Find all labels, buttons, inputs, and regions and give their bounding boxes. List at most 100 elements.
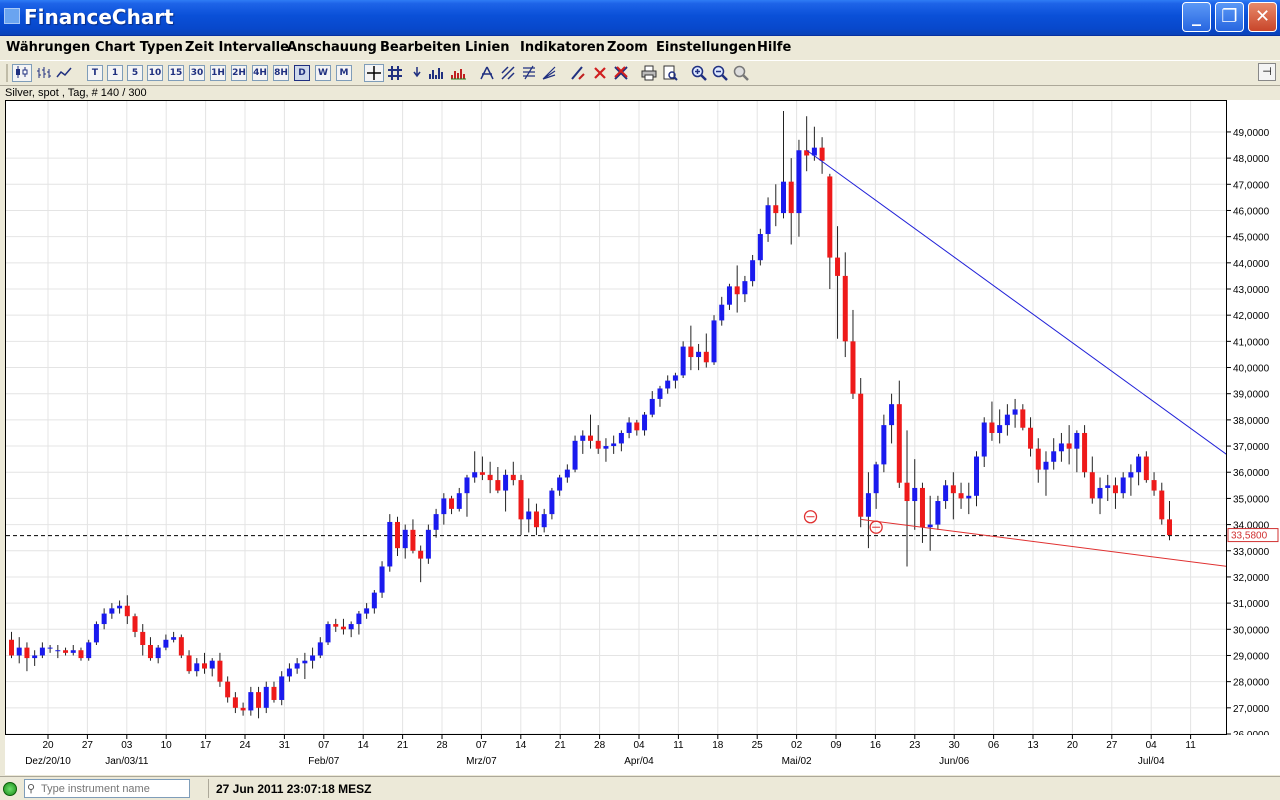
price-tick-label: 32,0000 bbox=[1233, 573, 1270, 584]
zoom-in-icon[interactable] bbox=[691, 65, 707, 81]
menu-indikatoren[interactable]: Indikatoren bbox=[520, 40, 605, 55]
candle-up bbox=[286, 668, 292, 677]
interval-day-button[interactable]: D bbox=[294, 65, 310, 81]
time-month-label: Feb/07 bbox=[308, 756, 340, 767]
time-month-label: Jan/03/11 bbox=[105, 756, 149, 767]
fan-icon[interactable] bbox=[541, 65, 557, 81]
menu-waehrungen[interactable]: Währungen bbox=[6, 40, 91, 55]
candle-down bbox=[395, 521, 400, 549]
candle-down bbox=[950, 485, 956, 494]
candle-up bbox=[719, 304, 725, 321]
candle-down bbox=[533, 511, 539, 528]
candle-down bbox=[449, 498, 455, 509]
candle-down bbox=[225, 681, 231, 698]
price-axis[interactable]: 26,000027,000028,000029,000030,000031,00… bbox=[1227, 100, 1280, 741]
histogram-icon[interactable] bbox=[450, 65, 466, 81]
interval-2h-button[interactable]: 2H bbox=[231, 65, 247, 81]
menu-zeit-intervalle[interactable]: Zeit Intervalle bbox=[185, 40, 289, 55]
close-button[interactable]: ✕ bbox=[1248, 2, 1277, 32]
candle-up bbox=[765, 205, 771, 235]
crosshair-icon[interactable] bbox=[364, 64, 384, 82]
delete-icon[interactable] bbox=[592, 65, 608, 81]
menu-einstellungen[interactable]: Einstellungen bbox=[656, 40, 757, 55]
candle-up bbox=[101, 613, 107, 625]
trendline-icon[interactable] bbox=[479, 65, 495, 81]
price-tick-label: 38,0000 bbox=[1233, 416, 1270, 427]
candle-up bbox=[317, 642, 323, 656]
menu-zoom[interactable]: Zoom bbox=[607, 40, 648, 55]
marker-icon[interactable] bbox=[409, 65, 425, 81]
candle-down bbox=[24, 647, 30, 659]
menu-linien[interactable]: Linien bbox=[465, 40, 510, 55]
time-month-label: Jul/04 bbox=[1138, 756, 1165, 767]
instrument-search[interactable]: ⚲ bbox=[24, 779, 190, 798]
print-icon[interactable] bbox=[641, 65, 657, 81]
bar-chart-icon[interactable] bbox=[36, 65, 52, 81]
candle-up bbox=[943, 485, 949, 502]
menu-chart-typen[interactable]: Chart Typen bbox=[95, 40, 183, 55]
interval-5m-button[interactable]: 5 bbox=[127, 65, 143, 81]
candle-up bbox=[742, 281, 748, 295]
candle-down bbox=[487, 474, 493, 481]
candle-down bbox=[1028, 427, 1034, 449]
print-preview-icon[interactable] bbox=[662, 65, 678, 81]
fibonacci-icon[interactable] bbox=[521, 65, 537, 81]
candle-down bbox=[140, 631, 146, 645]
candle-down bbox=[773, 205, 779, 214]
interval-tick-button[interactable]: T bbox=[87, 65, 103, 81]
edit-line-icon[interactable] bbox=[570, 65, 586, 81]
candle-down bbox=[827, 176, 833, 258]
candle-up bbox=[696, 351, 702, 358]
minimize-button[interactable]: _ bbox=[1182, 2, 1211, 32]
price-chart[interactable] bbox=[5, 100, 1280, 735]
delete-all-icon[interactable] bbox=[613, 65, 629, 81]
menu-anschauung[interactable]: Anschauung bbox=[287, 40, 377, 55]
candle-down bbox=[9, 639, 14, 656]
chart-canvas[interactable] bbox=[6, 101, 1280, 735]
price-tick-label: 28,0000 bbox=[1233, 678, 1270, 689]
interval-month-button[interactable]: M bbox=[336, 65, 352, 81]
volume-icon[interactable] bbox=[428, 65, 444, 81]
interval-10m-button[interactable]: 10 bbox=[147, 65, 163, 81]
zoom-out-icon[interactable] bbox=[712, 65, 728, 81]
candle-up bbox=[441, 498, 447, 515]
time-tick-label: 25 bbox=[752, 740, 764, 751]
candle-up bbox=[572, 440, 578, 470]
interval-1m-button[interactable]: 1 bbox=[107, 65, 123, 81]
candle-down bbox=[835, 257, 841, 276]
candle-down bbox=[240, 707, 246, 711]
candle-up bbox=[865, 493, 871, 517]
menu-hilfe[interactable]: Hilfe bbox=[757, 40, 792, 55]
time-axis[interactable]: 20 27 03 10 17 24 31 07 14 21 28 07 14 21 28 04 11 18 25 02… bbox=[5, 735, 1280, 775]
candle-up bbox=[70, 650, 76, 653]
candle-down bbox=[958, 493, 964, 499]
candle-up bbox=[425, 529, 431, 559]
time-tick-label: 04 bbox=[1146, 740, 1158, 751]
interval-week-button[interactable]: W bbox=[315, 65, 331, 81]
title-bar[interactable]: FinanceChart _ ❐ ✕ bbox=[0, 0, 1280, 36]
time-tick-label: 09 bbox=[830, 740, 842, 751]
candle-up bbox=[642, 414, 648, 431]
line-chart-icon[interactable] bbox=[56, 65, 72, 81]
candle-up bbox=[935, 501, 941, 525]
candle-up bbox=[564, 469, 570, 478]
status-divider bbox=[208, 779, 209, 798]
menu-bearbeiten[interactable]: Bearbeiten bbox=[380, 40, 461, 55]
channel-icon[interactable] bbox=[500, 65, 516, 81]
interval-4h-button[interactable]: 4H bbox=[252, 65, 268, 81]
interval-15m-button[interactable]: 15 bbox=[168, 65, 184, 81]
pin-icon[interactable]: ⊣ bbox=[1258, 63, 1276, 81]
candle-down bbox=[788, 181, 794, 214]
interval-30m-button[interactable]: 30 bbox=[189, 65, 205, 81]
candle-up bbox=[248, 692, 254, 711]
grid-icon[interactable] bbox=[387, 65, 403, 81]
candle-down bbox=[1082, 432, 1088, 473]
instrument-search-input[interactable] bbox=[41, 781, 187, 796]
zoom-reset-icon[interactable] bbox=[733, 65, 749, 81]
candlestick-chart-icon[interactable] bbox=[12, 64, 32, 82]
maximize-button[interactable]: ❐ bbox=[1215, 2, 1244, 32]
interval-1h-button[interactable]: 1H bbox=[210, 65, 226, 81]
trendline bbox=[860, 518, 1280, 574]
time-tick-label: 18 bbox=[712, 740, 724, 751]
interval-8h-button[interactable]: 8H bbox=[273, 65, 289, 81]
